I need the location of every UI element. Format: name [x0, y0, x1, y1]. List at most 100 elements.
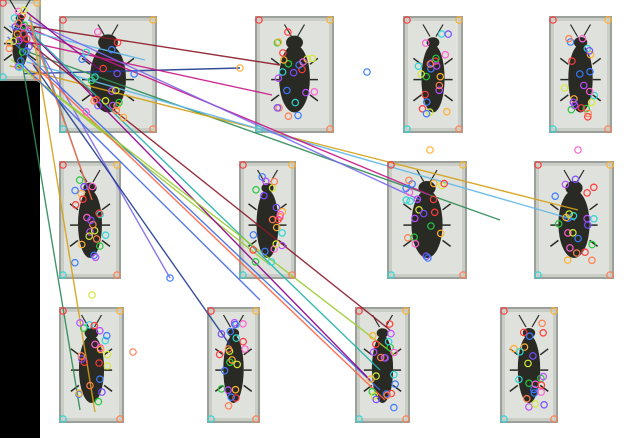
keypoint: [86, 381, 94, 390]
beetle-antenna: [518, 314, 527, 328]
keypoint: [227, 393, 236, 402]
keypoint: [530, 385, 538, 394]
keypoint: [435, 86, 444, 95]
keypoint: [273, 104, 282, 112]
match-line: [27, 19, 421, 201]
keypoint: [587, 98, 596, 107]
keypoint: [116, 307, 124, 315]
keypoint: [444, 30, 453, 38]
beetle-leg: [69, 239, 79, 247]
keypoint: [537, 381, 546, 389]
keypoint: [59, 415, 67, 423]
keypoint: [94, 101, 102, 110]
keypoint: [226, 327, 235, 336]
beetle-leg: [69, 203, 79, 211]
keypoint: [101, 231, 110, 240]
keypoint: [387, 271, 395, 279]
keypoint: [249, 231, 258, 239]
keypoint: [15, 63, 24, 72]
keypoint: [583, 221, 592, 229]
keypoint: [59, 271, 67, 279]
keypoint: [88, 291, 96, 299]
keypoint: [77, 352, 86, 360]
keypoint: [78, 55, 86, 64]
beetle-leg: [444, 57, 454, 65]
keypoint: [96, 210, 105, 219]
beetle-antenna: [569, 24, 579, 37]
keypoint: [387, 329, 395, 338]
keypoint: [539, 328, 548, 337]
keypoint: [14, 7, 23, 16]
keypoint: [561, 180, 570, 189]
beetle-leg: [70, 348, 80, 356]
keypoint: [85, 321, 94, 329]
keypoint: [94, 397, 103, 406]
keypoint: [149, 125, 157, 133]
keypoint: [385, 320, 394, 328]
keypoint: [226, 358, 234, 367]
keypoint: [384, 337, 393, 346]
match-line: [34, 36, 381, 371]
keypoint: [410, 214, 419, 223]
keypoint: [588, 240, 596, 249]
keypoint: [96, 345, 105, 354]
keypoint: [272, 240, 281, 248]
beetle-leg: [592, 57, 602, 65]
keypoint: [215, 350, 224, 359]
keypoint: [604, 16, 612, 24]
keypoint: [355, 415, 363, 423]
keypoint: [33, 73, 41, 81]
keypoint: [112, 86, 120, 95]
keypoint: [268, 184, 277, 192]
keypoint: [500, 415, 508, 423]
keypoint: [113, 38, 122, 47]
keypoint: [94, 28, 102, 36]
keypoint: [288, 161, 296, 169]
keypoint: [368, 387, 377, 396]
keypoint: [391, 380, 400, 388]
keypoint: [130, 70, 139, 78]
keypoint: [381, 354, 390, 362]
keypoint: [116, 415, 124, 423]
keypoint: [585, 87, 594, 96]
keypoint: [149, 16, 157, 24]
keypoint: [550, 415, 558, 423]
keypoint: [76, 319, 84, 327]
keypoint: [577, 104, 586, 112]
keypoint: [236, 64, 244, 72]
keypoint: [426, 146, 434, 154]
keypoint: [284, 112, 293, 121]
keypoint: [103, 331, 111, 340]
keypoint: [113, 161, 121, 169]
beetle-body: [517, 335, 541, 403]
keypoint: [96, 375, 104, 384]
keypoint: [291, 98, 300, 107]
beetle-antenna: [22, 0, 31, 13]
beetle-body: [421, 44, 445, 113]
keypoint: [402, 196, 411, 204]
keypoint: [231, 385, 240, 394]
keypoint: [427, 65, 435, 73]
keypoint: [586, 50, 595, 59]
keypoint: [96, 326, 104, 335]
keypoint: [372, 395, 381, 404]
beetle-leg: [402, 203, 412, 211]
keypoint: [241, 345, 249, 353]
keypoint: [103, 350, 112, 359]
keypoint: [239, 161, 247, 169]
keypoint: [510, 344, 518, 353]
keypoint: [522, 394, 531, 403]
keypoint: [0, 73, 7, 81]
keypoint: [80, 182, 88, 191]
keypoint: [436, 72, 445, 81]
keypoint: [113, 69, 121, 78]
keypoint: [403, 125, 411, 133]
beetle-body: [411, 190, 443, 258]
keypoint: [606, 271, 614, 279]
keypoint: [90, 251, 98, 260]
beetle-antenna: [422, 24, 431, 37]
keypoint: [272, 223, 281, 232]
beetle-antenna: [110, 24, 119, 37]
keypoint: [71, 186, 79, 195]
keypoint: [565, 34, 573, 43]
